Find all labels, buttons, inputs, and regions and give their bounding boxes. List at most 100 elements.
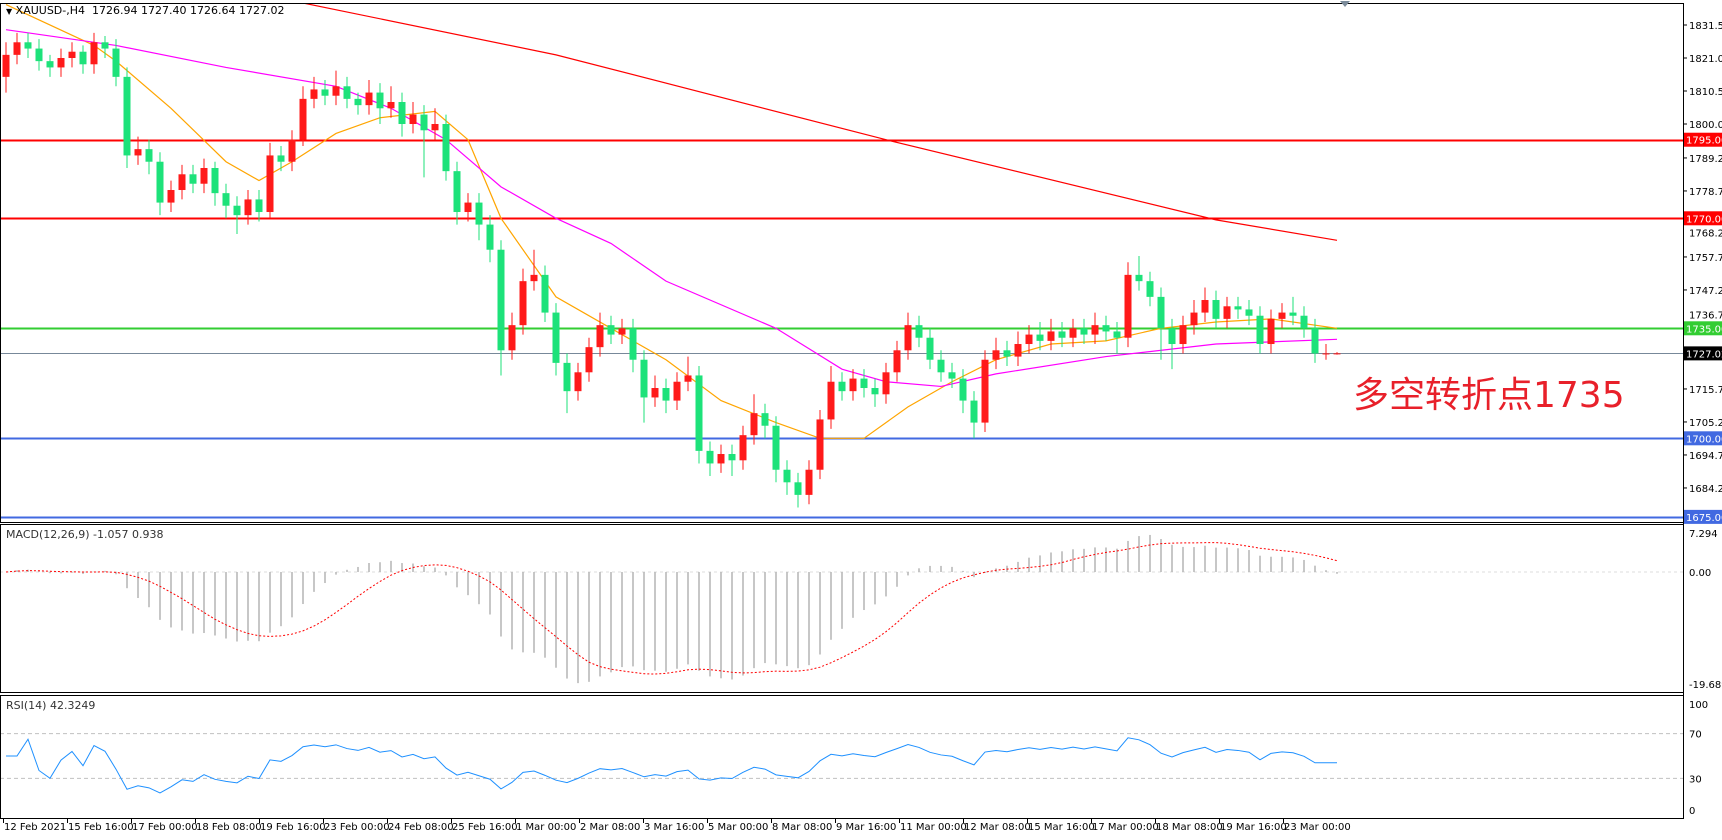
candle-body [728, 454, 736, 461]
candle-body [1135, 274, 1143, 282]
time-tick [579, 819, 580, 823]
candle-body [1146, 281, 1154, 297]
candle-body [497, 249, 505, 351]
candle-body [321, 89, 329, 96]
price-tick-label: 1715.70 [1689, 385, 1722, 396]
time-tick [3, 819, 4, 823]
rsi-axis-label: 30 [1689, 774, 1702, 785]
candle-body [640, 359, 648, 398]
candle-body [1212, 300, 1220, 319]
time-tick [899, 819, 900, 823]
candle-body [574, 372, 582, 392]
time-tick-label: 15 Mar 16:00 [1028, 822, 1095, 833]
price-tick-label: 1778.70 [1689, 187, 1722, 198]
candle-body [387, 102, 395, 109]
candle-body [849, 378, 857, 392]
price-tick-label: 1694.70 [1689, 451, 1722, 462]
candle-body [1025, 334, 1033, 345]
candle-body [541, 274, 549, 313]
candle-body [772, 425, 780, 470]
candle-body [805, 469, 813, 495]
chart-shift-marker-icon[interactable] [1340, 1, 1350, 7]
time-tick-label: 19 Feb 16:00 [260, 822, 326, 833]
candle-body [200, 168, 208, 184]
candle-body [453, 171, 461, 213]
price-tick-label: 1800.00 [1689, 120, 1722, 131]
candle-body [1333, 353, 1341, 355]
candle-body [860, 378, 868, 389]
candle-body [552, 312, 560, 363]
level-price-tag [1684, 431, 1722, 446]
time-tick [707, 819, 708, 823]
time-tick [1091, 819, 1092, 823]
candle-body [464, 202, 472, 213]
time-axis: 12 Feb 2021 15 Feb 16:00 17 Feb 00:00 18 Fe… [0, 819, 1722, 840]
price-tick-label: 1789.20 [1689, 154, 1722, 165]
level-price-tag [1684, 321, 1722, 336]
time-tick-label: 3 Mar 16:00 [644, 822, 705, 833]
time-tick [195, 819, 196, 823]
candle-body [134, 149, 142, 156]
candle-body [1256, 315, 1264, 345]
candle-body [211, 168, 219, 194]
candle-body [90, 42, 98, 65]
candle-body [508, 325, 516, 351]
time-tick [771, 819, 772, 823]
level-price-tag [1684, 346, 1722, 361]
time-tick [643, 819, 644, 823]
price-tick-label: 1684.20 [1689, 484, 1722, 495]
candle-body [871, 388, 879, 395]
candle-body [1124, 274, 1132, 338]
candle-body [13, 42, 21, 55]
time-tick [1283, 819, 1284, 823]
time-tick [387, 819, 388, 823]
candle-body [893, 350, 901, 373]
candle-body [1311, 328, 1319, 354]
time-tick-label: 1 Mar 00:00 [516, 822, 577, 833]
candle-body [1003, 350, 1011, 357]
candle-body [398, 102, 406, 125]
candle-body [310, 89, 318, 99]
candle-body [1245, 309, 1253, 316]
price-tick-label: 1831.50 [1689, 21, 1722, 32]
price-tick-label: 1736.70 [1689, 310, 1722, 321]
candle-body [376, 92, 384, 109]
candle-body [739, 435, 747, 461]
level-price-tag [1684, 132, 1722, 147]
time-tick-label: 12 Mar 08:00 [964, 822, 1031, 833]
rsi-axis-label: 0 [1689, 806, 1695, 817]
candle-body [750, 413, 758, 436]
level-price-label: 1675.00 [1686, 513, 1722, 524]
candle-body [794, 482, 802, 495]
candle-body [695, 375, 703, 451]
candle-body [992, 350, 1000, 360]
candle-body [475, 202, 483, 225]
candle-body [904, 325, 912, 351]
panel-frame [0, 695, 1684, 819]
candle-body [255, 199, 263, 213]
candle-body [926, 337, 934, 360]
price-tick-label: 1757.70 [1689, 253, 1722, 264]
candle-body [46, 61, 54, 68]
candle-body [145, 149, 153, 162]
candle-body [1069, 328, 1077, 338]
candle-body [662, 388, 670, 401]
collapse-triangle-icon[interactable]: ▼ [6, 7, 13, 16]
symbol-label: XAUUSD-,H4 [15, 4, 86, 17]
candle-body [167, 190, 175, 203]
ma_mid-line [5, 29, 1338, 388]
symbol-header: ▼ XAUUSD-,H4 1726.94 1727.40 1726.64 172… [6, 4, 284, 17]
time-tick [1155, 819, 1156, 823]
candle-body [563, 362, 571, 392]
candle-body [277, 155, 285, 162]
candle-body [101, 42, 109, 49]
time-tick-label: 2 Mar 08:00 [580, 822, 641, 833]
level-price-tag [1684, 211, 1722, 226]
candle-body [783, 469, 791, 483]
candle-body [1322, 353, 1330, 355]
candle-body [178, 174, 186, 191]
candle-body [948, 372, 956, 379]
candle-body [1300, 315, 1308, 329]
candle-body [618, 328, 626, 335]
